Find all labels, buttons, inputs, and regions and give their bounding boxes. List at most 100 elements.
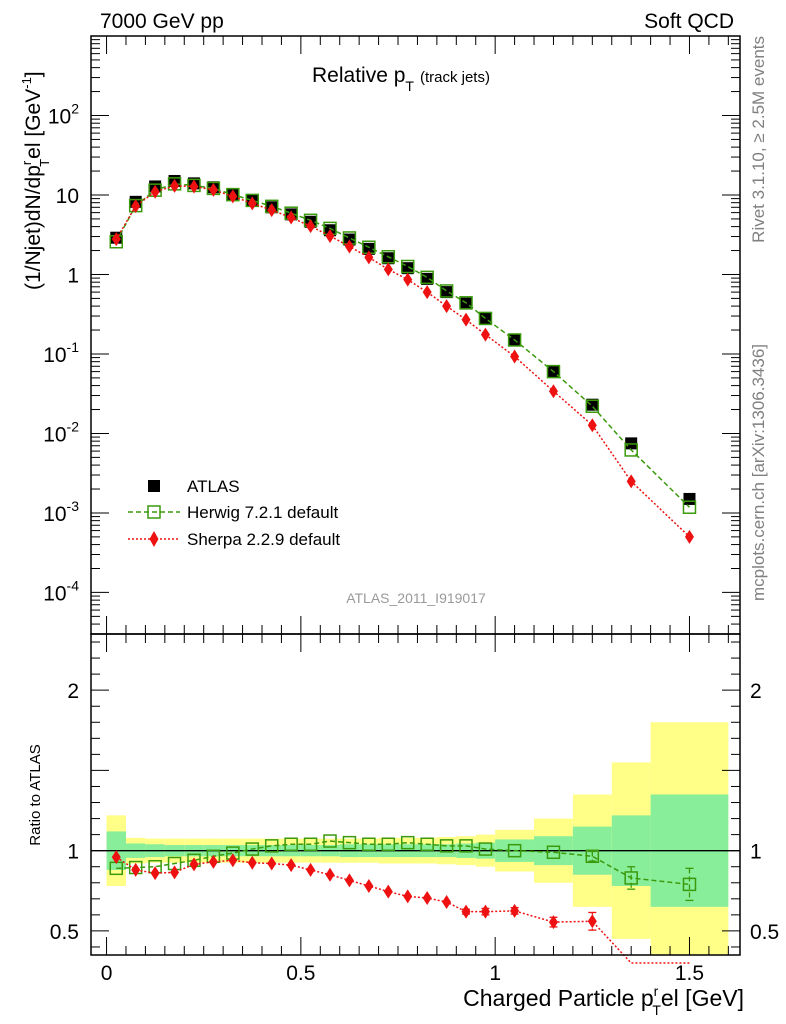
sherpa-point [344, 239, 354, 254]
legend: ATLAS Herwig 7.2.1 default Sherpa 2.2.9 … [128, 477, 340, 549]
legend-atlas-marker [148, 480, 160, 492]
atlas-data-point [479, 312, 492, 325]
category-label: Soft QCD [644, 10, 734, 33]
sherpa-ratio-point [548, 915, 558, 930]
sherpa-point [170, 178, 180, 193]
main-y-tick-label: 10 [56, 185, 79, 208]
herwig-point [507, 333, 522, 347]
sherpa-point [684, 529, 694, 544]
herwig-point [478, 311, 493, 326]
sherpa-point [189, 179, 199, 194]
herwig-ratio-point [245, 842, 260, 856]
herwig-ratio-point [624, 871, 638, 885]
sherpa-ratio-point [111, 850, 121, 865]
main-axis-ticks [91, 36, 740, 635]
x-tick-label: 0.5 [286, 962, 315, 985]
title-extra: (track jets) [420, 69, 490, 86]
title-sub: T [405, 78, 414, 94]
sherpa-ratio-point [442, 895, 452, 910]
herwig-ratio-point [284, 837, 298, 852]
herwig-point [682, 500, 697, 514]
sherpa-ratio-point [228, 853, 238, 868]
x-tick-label: 1.5 [675, 962, 704, 985]
herwig-ratio-point [381, 837, 396, 852]
main-y-tick-label: 102 [48, 100, 79, 128]
ratio-y-tick-label: 2 [67, 680, 79, 703]
ratio-y-tick-label: 1 [67, 841, 79, 864]
herwig-ratio-point [459, 839, 473, 853]
analysis-watermark: ATLAS_2011_I919017 [346, 590, 486, 606]
x-tick-labels: 0 0.5 1 1.5 [101, 962, 704, 985]
main-y-tick-labels: 10-4 10-3 10-2 10-1 1 10 102 [43, 100, 79, 605]
herwig-point [420, 270, 434, 285]
sherpa-point [131, 199, 141, 214]
sherpa-ratio-point [480, 904, 490, 919]
atlas-data-point [683, 492, 696, 505]
ratio-panel-frame [90, 633, 741, 956]
sherpa-ratio-point [325, 867, 335, 882]
ratio-y-axis-label: Ratio to ATLAS [27, 744, 44, 845]
sherpa-ratio-point [208, 854, 218, 869]
sherpa-point [286, 210, 296, 225]
sherpa-point [442, 299, 452, 314]
legend-sherpa-label: Sherpa 2.2.9 default [187, 530, 340, 549]
sherpa-point [306, 219, 316, 234]
sherpa-point [461, 312, 471, 327]
ratio-series [109, 834, 697, 964]
herwig-ratio-point [439, 839, 454, 853]
ratio-y-tick-label-right: 0.5 [750, 921, 779, 944]
herwig-ratio-point [303, 837, 318, 852]
title-main: Relative p [312, 64, 405, 87]
sherpa-point [626, 474, 636, 489]
sherpa-point [325, 228, 335, 243]
legend-herwig-marker [147, 505, 161, 519]
sherpa-point [510, 349, 520, 364]
sherpa-point [208, 182, 218, 197]
herwig-point [546, 364, 561, 379]
main-y-tick-label: 10-3 [43, 498, 79, 526]
sherpa-point [403, 272, 413, 287]
sherpa-point [480, 327, 490, 342]
sherpa-ratio-point [403, 889, 413, 904]
sherpa-point [587, 418, 597, 433]
sherpa-point [111, 232, 121, 247]
sherpa-ratio-point [247, 855, 257, 870]
main-y-tick-label: 10-4 [43, 577, 79, 605]
herwig-ratio-point [478, 842, 493, 856]
ratio-y-tick-label-right: 1 [750, 841, 762, 864]
sherpa-ratio-point [344, 873, 354, 888]
rivet-version-label: Rivet 3.1.10, ≥ 2.5M events [749, 36, 768, 243]
sherpa-point [422, 285, 432, 300]
sherpa-ratio-point [306, 862, 316, 877]
sherpa-point [383, 262, 393, 277]
ratio-axis-ticks [91, 634, 740, 955]
main-y-tick-label: 10-2 [43, 418, 79, 446]
mcplots-source-label: mcplots.cern.ch [arXiv:1306.3436] [749, 344, 768, 601]
herwig-point [459, 296, 473, 310]
sherpa-ratio-point [364, 878, 374, 893]
sherpa-ratio-point [461, 904, 471, 919]
x-axis-label: Charged Particle pr Tel [GeV] [463, 983, 744, 1018]
herwig-ratio-point [420, 837, 434, 852]
ratio-y-tick-labels: 0.5 0.5 1 1 2 2 [50, 680, 779, 944]
sherpa-ratio-point [383, 884, 393, 899]
main-y-tick-label: 10-1 [43, 339, 79, 367]
herwig-ratio-point [400, 835, 415, 850]
main-y-axis-label: (1/Njet)dN/dpr Tel [GeV-1] [19, 71, 52, 290]
herwig-point [400, 259, 415, 274]
sherpa-ratio-point [286, 858, 296, 873]
sherpa-point [267, 203, 277, 218]
plot-title: Relative pT (track jets) [312, 64, 490, 94]
ratio-y-tick-label-right: 2 [750, 680, 762, 703]
x-tick-label: 1 [489, 962, 501, 985]
main-y-tick-label: 1 [67, 264, 79, 287]
sherpa-point [150, 184, 160, 199]
herwig-ratio-point [323, 834, 337, 848]
herwig-ratio-point [342, 835, 357, 850]
x-tick-label: 0 [101, 962, 113, 985]
herwig-ratio-point [507, 843, 522, 858]
herwig-ratio-point [546, 845, 561, 860]
herwig-ratio-point [682, 877, 697, 892]
legend-atlas-label: ATLAS [187, 477, 240, 496]
